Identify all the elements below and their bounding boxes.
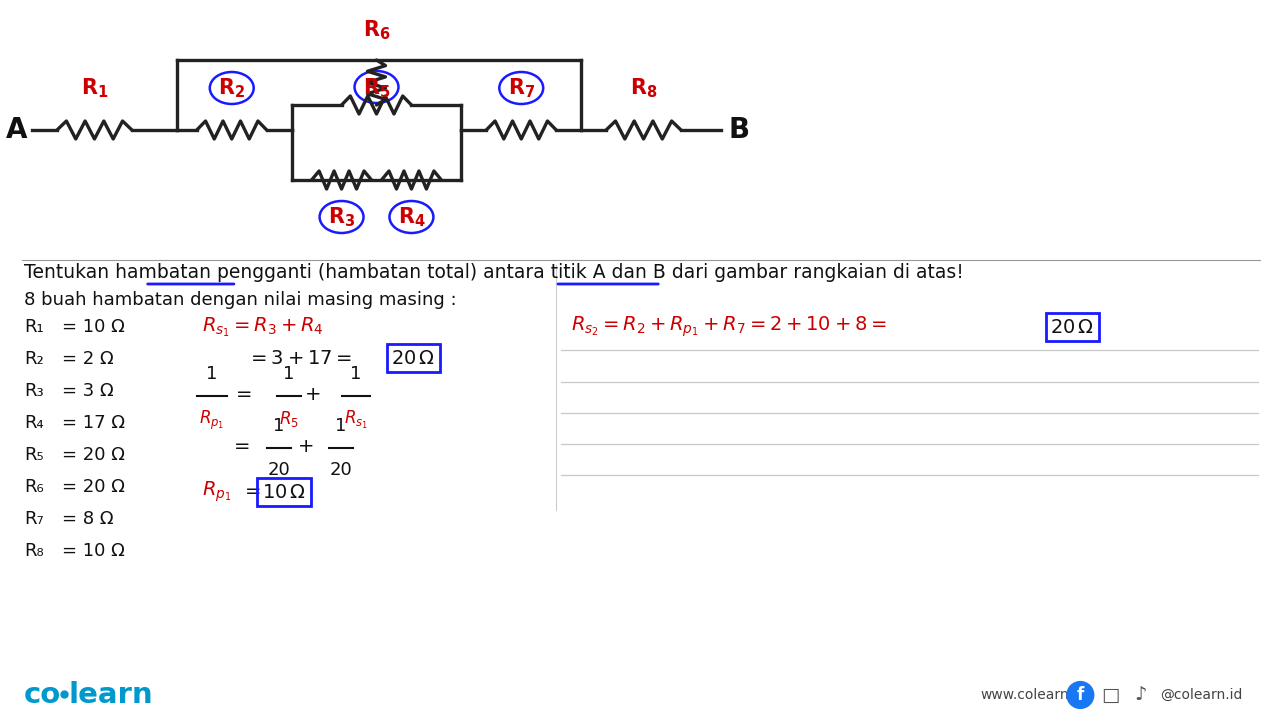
Text: =: = — [244, 482, 261, 502]
Text: = 2 Ω: = 2 Ω — [61, 350, 114, 368]
Text: = 3 Ω: = 3 Ω — [61, 382, 114, 400]
Text: R₇: R₇ — [24, 510, 44, 528]
Text: $\mathbf{R_4}$: $\mathbf{R_4}$ — [398, 205, 425, 229]
Text: 8 buah hambatan dengan nilai masing masing :: 8 buah hambatan dengan nilai masing masi… — [24, 291, 457, 309]
Text: R₆: R₆ — [24, 478, 44, 496]
Text: =: = — [236, 384, 252, 403]
Text: $20\,\Omega$: $20\,\Omega$ — [1051, 318, 1094, 336]
Text: $= 3 + 17 =$: $= 3 + 17 =$ — [247, 348, 352, 367]
Text: = 8 Ω: = 8 Ω — [61, 510, 114, 528]
Text: R₃: R₃ — [24, 382, 44, 400]
Text: $R_5$: $R_5$ — [279, 409, 298, 429]
Text: 1: 1 — [335, 417, 347, 435]
Text: =: = — [233, 436, 250, 456]
Text: $R_{s_1}$: $R_{s_1}$ — [343, 409, 367, 431]
Text: +: + — [298, 436, 315, 456]
Text: ♪: ♪ — [1134, 685, 1147, 704]
Text: learn: learn — [68, 681, 152, 709]
Text: www.colearn.id: www.colearn.id — [980, 688, 1087, 702]
Text: 1: 1 — [349, 365, 361, 383]
Text: $R_{p_1}$: $R_{p_1}$ — [200, 409, 224, 432]
Text: = 20 Ω: = 20 Ω — [61, 478, 125, 496]
Text: Tentukan hambatan pengganti (hambatan total) antara titik A dan B dari gambar ra: Tentukan hambatan pengganti (hambatan to… — [24, 263, 964, 282]
Text: $\mathbf{R_1}$: $\mathbf{R_1}$ — [81, 76, 109, 100]
Text: $\mathbf{R_6}$: $\mathbf{R_6}$ — [362, 19, 390, 42]
Text: +: + — [306, 384, 321, 403]
Text: R₈: R₈ — [24, 542, 44, 560]
Text: 1: 1 — [206, 365, 218, 383]
Text: $\mathbf{R_8}$: $\mathbf{R_8}$ — [630, 76, 658, 100]
Text: B: B — [728, 116, 750, 144]
Text: = 20 Ω: = 20 Ω — [61, 446, 125, 464]
Text: A: A — [5, 116, 27, 144]
Text: = 10 Ω: = 10 Ω — [61, 542, 124, 560]
Text: 1: 1 — [273, 417, 284, 435]
Text: R₅: R₅ — [24, 446, 44, 464]
Text: 20: 20 — [268, 461, 291, 479]
Text: f: f — [1076, 686, 1084, 704]
Text: $\mathbf{R_2}$: $\mathbf{R_2}$ — [218, 76, 246, 100]
Text: $10\,\Omega$: $10\,\Omega$ — [261, 482, 306, 502]
Text: $20\,\Omega$: $20\,\Omega$ — [392, 348, 435, 367]
Text: R₂: R₂ — [24, 350, 44, 368]
Text: □: □ — [1101, 685, 1120, 704]
Text: $R_{s_1} = R_3 + R_4$: $R_{s_1} = R_3 + R_4$ — [202, 315, 324, 339]
Text: $R_{p_1}$: $R_{p_1}$ — [202, 480, 232, 504]
Text: 20: 20 — [329, 461, 352, 479]
Text: 1: 1 — [283, 365, 294, 383]
Text: @colearn.id: @colearn.id — [1160, 688, 1243, 702]
Text: = 10 Ω: = 10 Ω — [61, 318, 124, 336]
Text: $\mathbf{R_3}$: $\mathbf{R_3}$ — [328, 205, 356, 229]
Text: R₁: R₁ — [24, 318, 44, 336]
Text: $\mathbf{R_5}$: $\mathbf{R_5}$ — [362, 76, 390, 100]
Text: $\mathbf{R_7}$: $\mathbf{R_7}$ — [508, 76, 535, 100]
Text: f: f — [1076, 685, 1084, 704]
Text: R₄: R₄ — [24, 414, 44, 432]
Text: = 17 Ω: = 17 Ω — [61, 414, 125, 432]
Text: $R_{s_2} = R_2 + R_{p_1} + R_7 = 2 + 10 + 8 =$: $R_{s_2} = R_2 + R_{p_1} + R_7 = 2 + 10 … — [571, 315, 887, 339]
Text: co: co — [24, 681, 61, 709]
